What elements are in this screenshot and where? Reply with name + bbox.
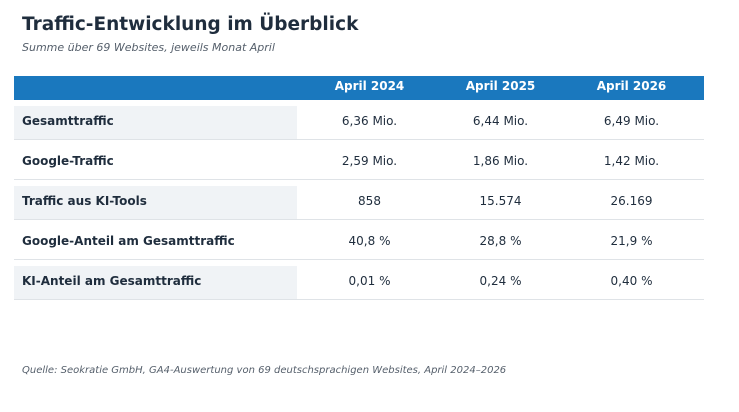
row-label: KI-Anteil am Gesamttraffic <box>14 266 297 299</box>
row-label: Traffic aus KI-Tools <box>14 186 297 219</box>
table-cell: 6,36 Mio. <box>341 114 398 128</box>
source-note: Quelle: Seokratie GmbH, GA4-Auswertung v… <box>22 365 507 376</box>
table-cell: 1,42 Mio. <box>603 154 660 168</box>
table-cell: 0,01 % <box>348 274 391 288</box>
table-cell: 6,44 Mio. <box>472 114 529 128</box>
table-row-google-traffic: Google-Traffic 2,59 Mio. 1,86 Mio. 1,42 … <box>14 140 704 180</box>
traffic-table: April 2024 April 2025 April 2026 Gesamtt… <box>14 76 704 300</box>
table-cell: 21,9 % <box>610 234 653 248</box>
page-title: Traffic-Entwicklung im Überblick <box>22 14 359 35</box>
row-label: Google-Traffic <box>22 154 114 168</box>
table-cell: 0,24 % <box>479 274 522 288</box>
table-cell: 0,40 % <box>610 274 653 288</box>
column-header-april-2025: April 2025 <box>465 79 536 93</box>
table-cell: 15.574 <box>479 194 522 208</box>
row-label: Gesamttraffic <box>14 106 297 139</box>
table-row-gesamttraffic: Gesamttraffic 6,36 Mio. 6,44 Mio. 6,49 M… <box>14 100 704 140</box>
table-cell: 28,8 % <box>479 234 522 248</box>
column-header-april-2024: April 2024 <box>334 79 405 93</box>
table-row-ki-anteil: KI-Anteil am Gesamttraffic 0,01 % 0,24 %… <box>14 260 704 300</box>
table-cell: 40,8 % <box>348 234 391 248</box>
table-cell: 26.169 <box>610 194 653 208</box>
table-row-google-anteil: Google-Anteil am Gesamttraffic 40,8 % 28… <box>14 220 704 260</box>
table-header: April 2024 April 2025 April 2026 <box>14 76 704 100</box>
table-cell: 1,86 Mio. <box>472 154 529 168</box>
table-cell: 6,49 Mio. <box>603 114 660 128</box>
table-cell: 858 <box>358 194 381 208</box>
table-row-ki-tools: Traffic aus KI-Tools 858 15.574 26.169 <box>14 180 704 220</box>
row-label: Google-Anteil am Gesamttraffic <box>22 234 235 248</box>
table-cell: 2,59 Mio. <box>341 154 398 168</box>
column-header-april-2026: April 2026 <box>596 79 667 93</box>
page-subtitle: Summe über 69 Websites, jeweils Monat Ap… <box>22 41 275 54</box>
